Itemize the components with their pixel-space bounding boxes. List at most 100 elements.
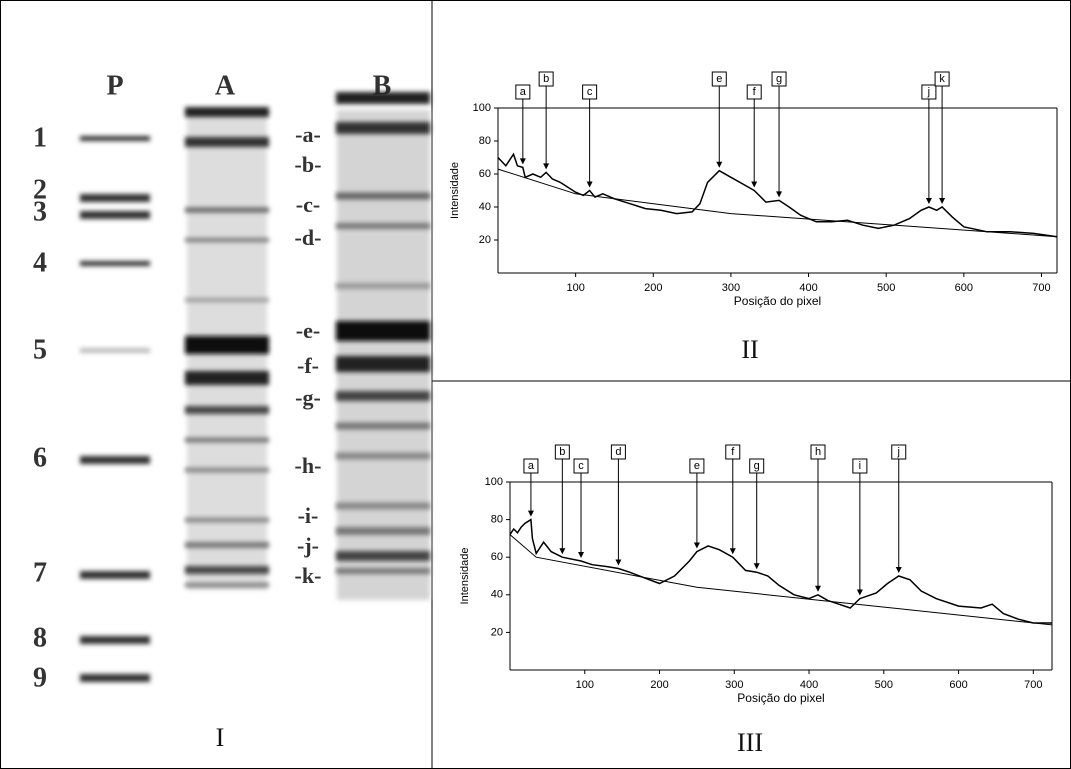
annotation-label: c: [587, 86, 593, 98]
arrow-head: [586, 181, 593, 188]
signal-line: [509, 518, 1052, 624]
annotation-label: j: [927, 86, 930, 98]
x-tick-label: 300: [725, 679, 743, 691]
gel-band: [185, 207, 269, 213]
band-label: -b-: [295, 152, 322, 177]
gel-band: [80, 571, 150, 579]
caption: I: [216, 723, 225, 752]
arrow-head: [856, 589, 863, 596]
arrow-head: [753, 563, 760, 570]
marker-label: 7: [33, 557, 47, 588]
gel-band: [336, 551, 430, 561]
arrow-head: [578, 551, 585, 558]
baseline: [497, 168, 1058, 238]
gel-band: [336, 122, 430, 134]
x-axis-label: Posição do pixel: [734, 294, 821, 308]
x-tick-label: 200: [650, 679, 668, 691]
gel-band: [185, 107, 269, 117]
y-tick-label: 60: [479, 168, 491, 180]
x-tick-label: 500: [877, 282, 895, 294]
annotation-label: h: [815, 446, 821, 458]
gel-lane: [337, 110, 430, 600]
gel-band: [80, 636, 150, 644]
caption: III: [737, 728, 763, 757]
lane-label: A: [215, 70, 236, 101]
band-label: -f-: [297, 353, 319, 378]
y-tick-label: 100: [473, 102, 491, 114]
annotation-label: i: [859, 460, 861, 472]
band-label: -a-: [295, 122, 321, 147]
gel-band: [185, 371, 269, 385]
gel-band: [336, 223, 430, 229]
arrow-head: [895, 567, 902, 573]
gel-band: [336, 391, 430, 401]
y-axis-label: Intensidade: [449, 162, 461, 219]
y-tick-label: 40: [479, 201, 491, 213]
gel-band: [80, 211, 150, 219]
arrow-head: [716, 161, 723, 168]
band-label: -c-: [296, 192, 320, 217]
y-tick-label: 40: [491, 589, 503, 601]
gel-band: [185, 238, 269, 242]
y-axis-label: Intensidade: [459, 548, 471, 605]
gel-band: [80, 136, 150, 141]
x-tick-label: 100: [566, 282, 584, 294]
gel-band: [185, 467, 269, 473]
annotation-label: f: [731, 446, 735, 458]
band-label: -d-: [295, 225, 322, 250]
annotation-label: g: [776, 73, 782, 85]
annotation-label: b: [559, 446, 565, 458]
gel-band: [336, 283, 430, 289]
gel-band: [336, 452, 430, 460]
gel-band: [80, 456, 150, 464]
x-axis-label: Posição do pixel: [737, 691, 824, 705]
gel-band: [80, 194, 150, 202]
gel-band: [80, 348, 150, 353]
gel-band: [185, 137, 269, 147]
arrow-head: [693, 542, 700, 549]
band-label: -k-: [295, 563, 322, 588]
gel-band: [336, 502, 430, 510]
annotation-label: j: [897, 446, 900, 458]
gel-band: [336, 356, 430, 372]
gel-band: [336, 92, 430, 104]
x-tick-label: 600: [955, 282, 973, 294]
gel-band: [80, 674, 150, 682]
gel-band: [185, 566, 269, 574]
x-tick-label: 100: [576, 679, 594, 691]
gel-band: [336, 321, 430, 341]
marker-label: 8: [33, 622, 47, 653]
arrow-head: [776, 191, 783, 198]
x-tick-label: 200: [644, 282, 662, 294]
annotation-label: f: [753, 86, 757, 98]
annotation-label: k: [939, 73, 945, 85]
marker-label: 2: [33, 174, 47, 205]
lane-label: P: [106, 70, 123, 101]
gel-band: [336, 192, 430, 200]
marker-label: 6: [33, 442, 47, 473]
gel: P A B123456789-a--b--c--d--e--f--g--h--i--…: [33, 70, 430, 693]
band-label: -g-: [295, 385, 321, 410]
arrow-head: [925, 198, 932, 204]
arrow-head: [519, 158, 526, 165]
x-tick-label: 400: [799, 282, 817, 294]
annotation-label: b: [543, 73, 549, 85]
gel-band: [185, 437, 269, 443]
x-tick-label: 700: [1024, 679, 1042, 691]
band-label: -h-: [295, 453, 322, 478]
x-tick-label: 400: [800, 679, 818, 691]
gel-band: [185, 406, 269, 414]
annotation-label: e: [716, 73, 722, 85]
gel-band: [185, 542, 269, 548]
arrow-head: [559, 548, 566, 555]
gel-band: [80, 261, 150, 266]
marker-label: 5: [33, 334, 47, 365]
x-tick-label: 300: [722, 282, 740, 294]
arrow-head: [729, 548, 736, 555]
arrow-head: [939, 198, 946, 204]
arrow-head: [543, 163, 550, 170]
marker-label: 4: [33, 247, 47, 278]
y-tick-label: 100: [485, 476, 503, 488]
x-tick-label: 700: [1032, 282, 1050, 294]
x-tick-label: 600: [949, 679, 967, 691]
